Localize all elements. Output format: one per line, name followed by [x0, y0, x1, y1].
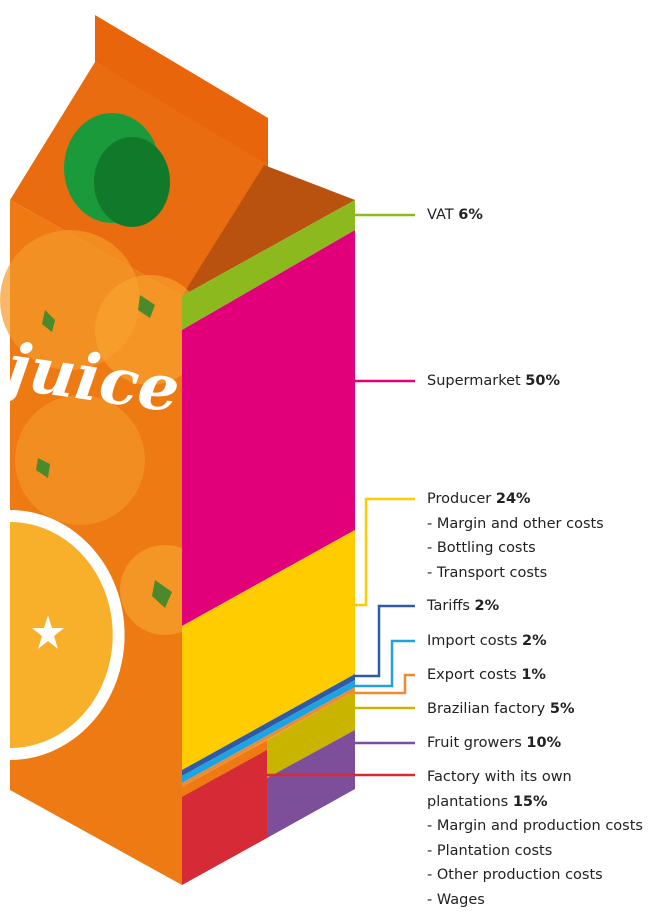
- label-block: Producer 24%- Margin and other costs- Bo…: [427, 487, 604, 585]
- label-value: 50%: [525, 373, 560, 389]
- label-text: Factory with its own: [427, 769, 572, 785]
- label-detail: - Transport costs: [427, 561, 604, 586]
- label-text: Supermarket: [427, 373, 521, 389]
- label-heading: Producer 24%: [427, 487, 604, 512]
- label-heading: Fruit growers 10%: [427, 731, 561, 756]
- cap-shade: [94, 137, 170, 227]
- label-text: Export costs: [427, 667, 517, 683]
- label-text: Producer: [427, 491, 491, 507]
- label-value: 10%: [526, 735, 561, 751]
- label-block: Import costs 2%: [427, 629, 547, 654]
- label-text: Brazilian factory: [427, 701, 545, 717]
- label-value: 6%: [458, 207, 483, 223]
- label-detail: - Bottling costs: [427, 536, 604, 561]
- label-block: VAT 6%: [427, 203, 483, 228]
- label-heading: Supermarket 50%: [427, 369, 560, 394]
- leader: [355, 499, 415, 605]
- label-detail: - Other production costs: [427, 863, 643, 888]
- label-detail: - Plantation costs: [427, 839, 643, 864]
- leader: [350, 675, 415, 693]
- label-block: Brazilian factory 5%: [427, 697, 574, 722]
- label-heading: Brazilian factory 5%: [427, 697, 574, 722]
- label-heading: Factory with its own plantations 15%: [427, 765, 643, 814]
- label-text: Fruit growers: [427, 735, 522, 751]
- label-detail: - Margin and production costs: [427, 814, 643, 839]
- label-value: 24%: [496, 491, 531, 507]
- label-heading: VAT 6%: [427, 203, 483, 228]
- label-text: plantations: [427, 794, 508, 810]
- label-block: Export costs 1%: [427, 663, 546, 688]
- label-value: 2%: [522, 633, 547, 649]
- label-value: 1%: [521, 667, 546, 683]
- label-block: Supermarket 50%: [427, 369, 560, 394]
- label-block: Factory with its own plantations 15% - Mar…: [427, 765, 643, 912]
- label-heading: Tariffs 2%: [427, 594, 499, 619]
- label-block: Fruit growers 10%: [427, 731, 561, 756]
- label-detail: - Margin and other costs: [427, 512, 604, 537]
- label-value: 5%: [550, 701, 575, 717]
- label-detail: - Wages: [427, 888, 643, 912]
- label-block: Tariffs 2%: [427, 594, 499, 619]
- label-value: 15%: [513, 794, 548, 810]
- label-heading: Export costs 1%: [427, 663, 546, 688]
- label-text: Import costs: [427, 633, 517, 649]
- label-heading: Import costs 2%: [427, 629, 547, 654]
- label-text: Tariffs: [427, 598, 470, 614]
- label-value: 2%: [475, 598, 500, 614]
- label-text: VAT: [427, 207, 454, 223]
